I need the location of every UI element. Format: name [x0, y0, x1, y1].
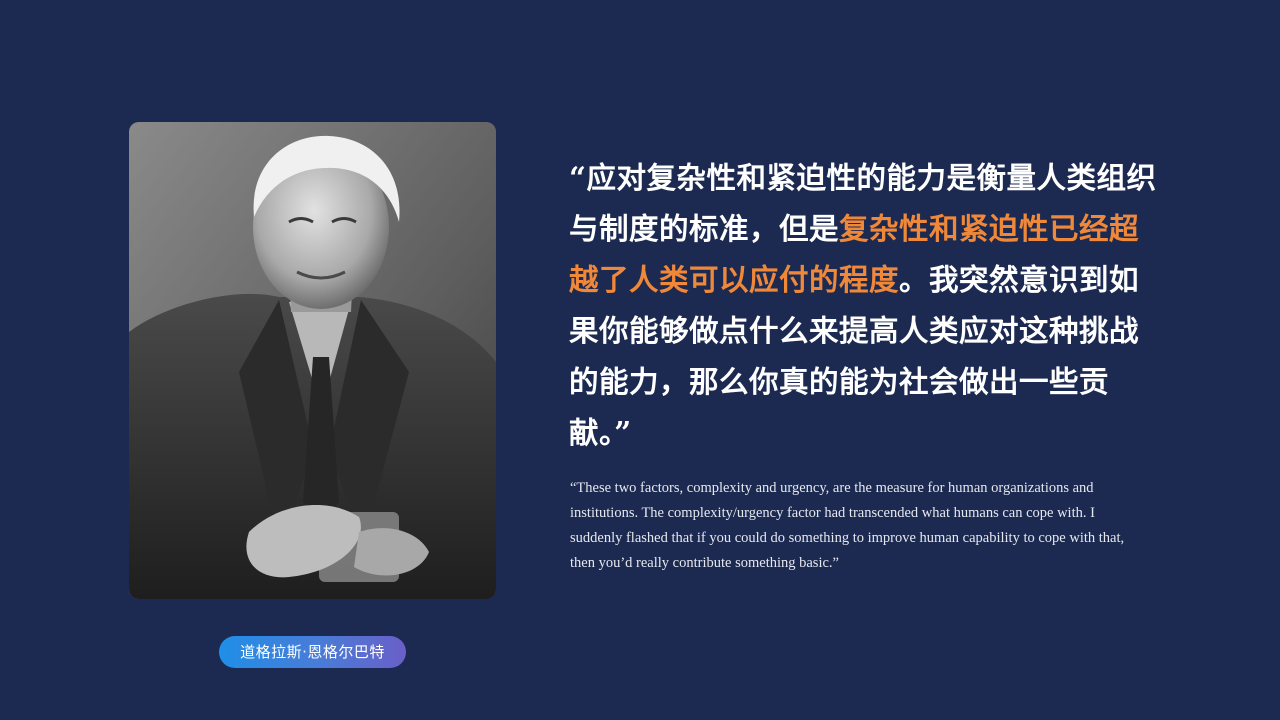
chinese-quote-before: “应对复杂性和紧迫性的能力是衡量人类组织与制度的标准，但是	[569, 160, 1157, 246]
portrait-photo	[129, 122, 496, 599]
english-quote: “These two factors, complexity and urgen…	[570, 480, 1125, 571]
chinese-quote: “应对复杂性和紧迫性的能力是衡量人类组织与制度的标准，但是复杂性和紧迫性已经超越…	[569, 152, 1159, 458]
person-name-badge: 道格拉斯·恩格尔巴特	[219, 636, 406, 668]
chinese-quote-highlight: 复杂性和紧迫性已经超越了人类可以应付的程度	[569, 211, 1140, 297]
chinese-quote-after: 。我突然意识到如果你能够做点什么来提高人类应对这种挑战的能力，那么你真的能为社会…	[569, 262, 1140, 450]
person-portrait-icon	[129, 122, 496, 599]
